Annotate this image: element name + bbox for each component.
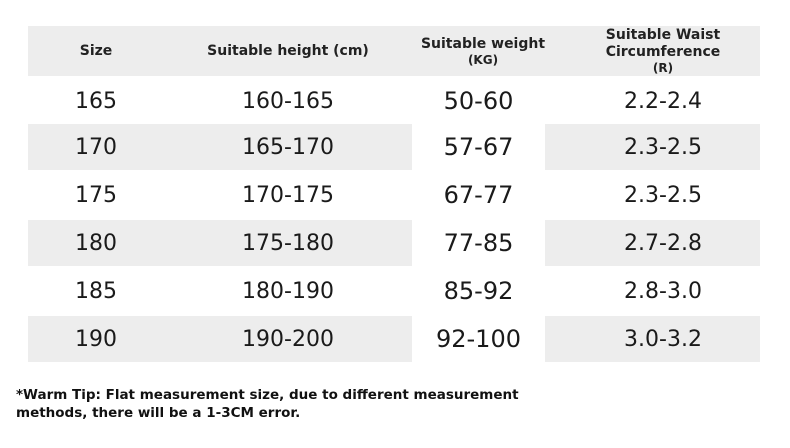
size-cell: 190 bbox=[75, 326, 117, 352]
weight-cell: 67-77 bbox=[412, 172, 545, 218]
table-row: 165 160-165 50-60 2.2-2.4 bbox=[28, 78, 760, 124]
header-waist: Suitable Waist Circumference (R) bbox=[573, 22, 753, 80]
header-waist-line2: Circumference bbox=[605, 44, 721, 60]
size-cell: 170 bbox=[75, 134, 117, 160]
header-waist-line1: Suitable Waist bbox=[605, 27, 721, 43]
warm-tip-line2: methods, there will be a 1-3CM error. bbox=[16, 405, 301, 421]
waist-cell: 2.8-3.0 bbox=[624, 278, 702, 304]
header-weight: Suitable weight (KG) bbox=[408, 26, 558, 76]
waist-cell: 2.7-2.8 bbox=[624, 230, 702, 256]
height-cell: 160-165 bbox=[242, 88, 334, 114]
height-cell: 165-170 bbox=[242, 134, 334, 160]
weight-cell: 92-100 bbox=[412, 316, 545, 362]
header-height-label: Suitable height (cm) bbox=[207, 42, 369, 59]
table-row: 175 170-175 67-77 2.3-2.5 bbox=[28, 172, 760, 218]
waist-cell: 3.0-3.2 bbox=[624, 326, 702, 352]
waist-cell: 2.2-2.4 bbox=[624, 88, 702, 114]
weight-cell: 77-85 bbox=[412, 220, 545, 266]
size-cell: 185 bbox=[75, 278, 117, 304]
header-weight-unit: (KG) bbox=[467, 52, 499, 67]
waist-cell: 2.3-2.5 bbox=[624, 182, 702, 208]
weight-cell: 85-92 bbox=[412, 268, 545, 314]
warm-tip-line1: *Warm Tip: Flat measurement size, due to… bbox=[16, 387, 519, 403]
header-size-label: Size bbox=[79, 42, 113, 59]
height-cell: 190-200 bbox=[242, 326, 334, 352]
height-cell: 175-180 bbox=[242, 230, 334, 256]
header-waist-unit: (R) bbox=[652, 61, 674, 75]
header-height: Suitable height (cm) bbox=[188, 26, 388, 76]
table-row: 190 190-200 92-100 3.0-3.2 bbox=[28, 316, 760, 362]
warm-tip-note: *Warm Tip: Flat measurement size, due to… bbox=[16, 386, 636, 422]
height-cell: 180-190 bbox=[242, 278, 334, 304]
table-row: 185 180-190 85-92 2.8-3.0 bbox=[28, 268, 760, 314]
table-header: Size Suitable height (cm) Suitable weigh… bbox=[28, 26, 760, 76]
size-cell: 175 bbox=[75, 182, 117, 208]
size-cell: 180 bbox=[75, 230, 117, 256]
waist-cell: 2.3-2.5 bbox=[624, 134, 702, 160]
header-size: Size bbox=[66, 26, 126, 76]
size-cell: 165 bbox=[75, 88, 117, 114]
weight-cell: 57-67 bbox=[412, 124, 545, 170]
table-row: 170 165-170 57-67 2.3-2.5 bbox=[28, 124, 760, 170]
height-cell: 170-175 bbox=[242, 182, 334, 208]
table-row: 180 175-180 77-85 2.7-2.8 bbox=[28, 220, 760, 266]
weight-cell: 50-60 bbox=[412, 78, 545, 124]
header-weight-label: Suitable weight bbox=[420, 35, 546, 52]
